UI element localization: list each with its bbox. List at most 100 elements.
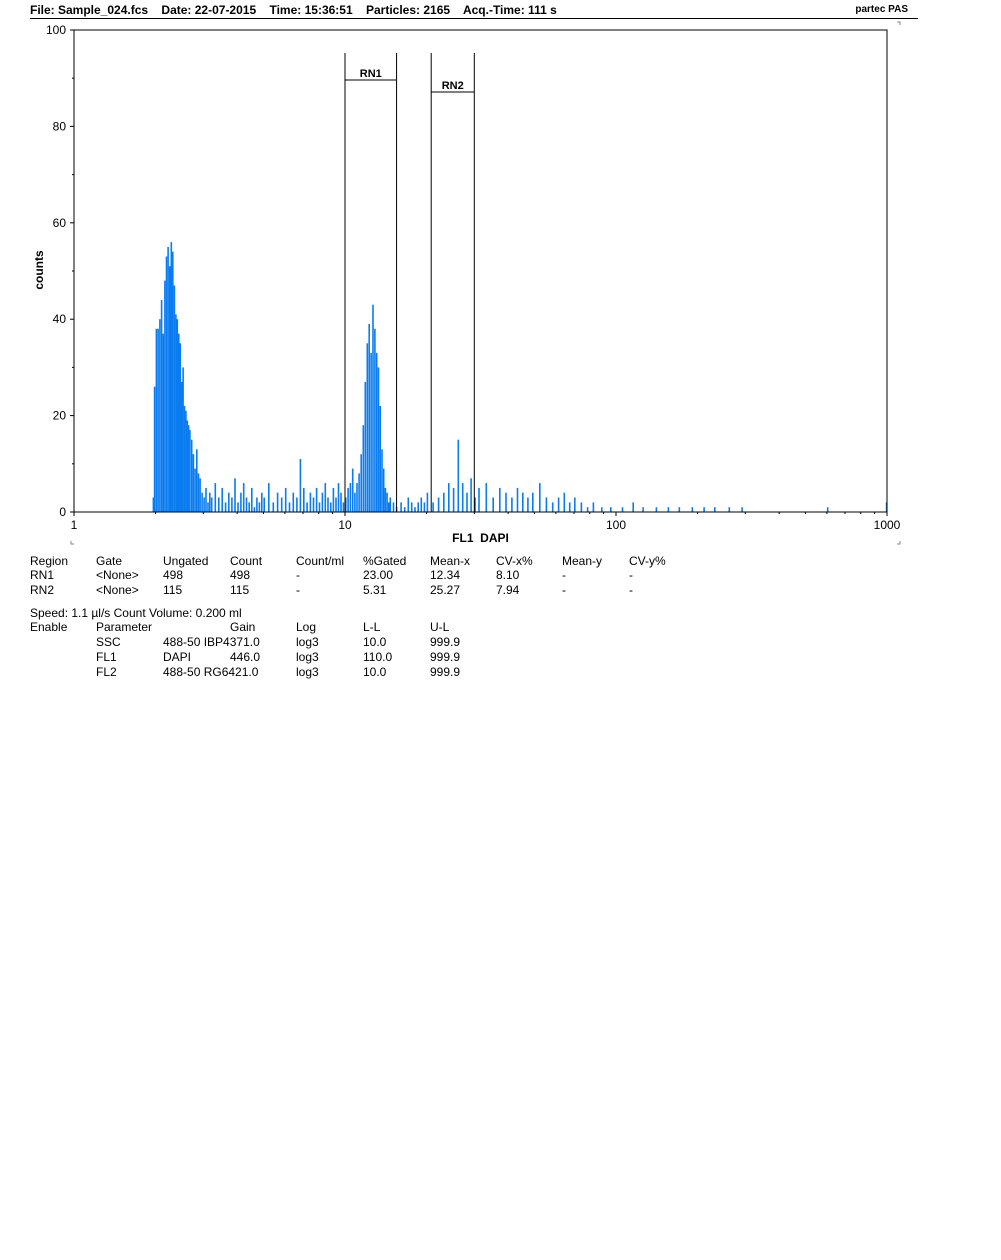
stats-header-cell: Gate — [96, 554, 123, 568]
histogram-bar — [356, 483, 358, 512]
param-header-cell: Gain — [230, 620, 256, 634]
histogram-bar — [228, 492, 230, 512]
histogram-bar — [197, 473, 200, 512]
histogram-bar — [210, 497, 213, 512]
histogram-bar — [280, 497, 283, 512]
histogram-bar — [382, 468, 385, 512]
histogram-bar — [196, 449, 198, 512]
histogram-bar — [368, 324, 370, 512]
param-cell: log3 — [296, 665, 319, 679]
histogram-bar — [461, 483, 464, 512]
stats-header-cell: Mean-x — [430, 554, 471, 568]
histogram-bar — [332, 487, 335, 512]
histogram-bar — [678, 507, 681, 512]
x-axis-label: FL1 DAPI — [452, 531, 509, 545]
stats-header-cell: CV-y% — [629, 554, 666, 568]
histogram-bar — [209, 492, 211, 512]
stats-cell: - — [562, 568, 566, 582]
stats-header-cell: %Gated — [363, 554, 407, 568]
histogram-bar — [610, 507, 612, 512]
histogram-bar — [155, 328, 158, 512]
histogram-bar — [389, 497, 392, 512]
histogram-bar — [157, 328, 159, 512]
histogram-bar — [420, 497, 423, 512]
histogram-bar — [522, 492, 524, 512]
histogram-bar — [347, 487, 349, 512]
histogram-bar — [655, 507, 658, 512]
histogram-bar — [527, 497, 529, 512]
histogram-bar — [152, 497, 155, 512]
histogram-bar — [162, 333, 164, 512]
histogram-bar — [410, 502, 413, 512]
histogram-bar — [511, 497, 513, 512]
stats-cell: RN1 — [30, 568, 55, 582]
acquisition-duration: Acq.-Time: 111 s — [462, 3, 557, 17]
histogram-bar — [185, 410, 187, 512]
histogram-bar — [374, 328, 376, 512]
param-cell: 999.9 — [430, 665, 461, 679]
stats-cell: <None> — [96, 568, 139, 582]
histogram-bar — [330, 502, 332, 512]
histogram-bar — [292, 492, 295, 512]
stats-cell: - — [629, 583, 633, 597]
y-tick-label: 100 — [46, 23, 66, 37]
histogram-bar — [203, 497, 205, 512]
histogram-bar — [387, 502, 390, 512]
histogram-bar — [214, 483, 217, 512]
file-name: File: Sample_024.fcs — [30, 3, 149, 17]
acquisition-date: Date: 22-07-2015 — [161, 3, 257, 17]
stats-cell: RN2 — [30, 583, 55, 597]
histogram-bar — [362, 425, 365, 512]
param-header-cell: Parameter — [96, 620, 153, 634]
histogram-bar — [187, 425, 190, 512]
histogram-bar — [309, 492, 312, 512]
histogram-bar — [364, 381, 367, 512]
histogram-bar — [218, 497, 220, 512]
histogram-bar — [667, 507, 670, 512]
histogram-bar — [164, 280, 166, 512]
corner-mark — [897, 21, 901, 25]
histogram-bar — [172, 251, 174, 512]
histogram-bar — [386, 492, 388, 512]
histogram-bar — [632, 502, 634, 512]
histogram-bar — [231, 497, 233, 512]
corner-mark — [897, 541, 901, 545]
stats-header-cell: Mean-y — [562, 554, 603, 568]
param-cell: SSC — [96, 635, 121, 649]
histogram-bar — [551, 502, 554, 512]
histogram-bar — [192, 454, 195, 512]
histogram-chart: 0 20 40 60 80 100 1 10 100 1000 FL1 DAPI counts RN1 R… — [32, 21, 901, 545]
histogram-bar — [426, 492, 429, 512]
histogram-bar — [466, 492, 468, 512]
histogram-bar — [186, 420, 189, 512]
histogram-bar — [351, 468, 354, 512]
histogram-bar — [432, 502, 434, 512]
histogram-bar — [261, 492, 263, 512]
histogram-bar — [189, 430, 191, 512]
histogram-bar — [240, 492, 242, 512]
histogram-bar — [176, 319, 179, 512]
histogram-bar — [474, 497, 476, 512]
y-tick-label: 20 — [53, 409, 67, 423]
histogram-bar — [251, 487, 253, 512]
file-info-header: File: Sample_024.fcs Date: 22-07-2015 Ti… — [30, 2, 918, 19]
histogram-bar — [224, 502, 227, 512]
param-cell: 999.9 — [430, 650, 461, 664]
histogram-bar — [272, 502, 275, 512]
stats-cell: 12.34 — [430, 568, 461, 582]
histogram-bar — [563, 492, 566, 512]
stats-header-cell: Region — [30, 554, 69, 568]
histogram-bar — [237, 502, 239, 512]
histogram-bar — [207, 502, 209, 512]
histogram-bar — [379, 406, 381, 512]
histogram-bar — [201, 492, 203, 512]
stats-header-cell: Count/ml — [296, 554, 345, 568]
histogram-bar — [234, 478, 236, 512]
histogram-bar — [194, 468, 196, 512]
histogram-bar — [190, 439, 193, 512]
stats-cell: - — [296, 583, 300, 597]
histogram-bar — [516, 487, 519, 512]
histogram-bar — [342, 502, 345, 512]
histogram-bar — [173, 285, 176, 512]
histogram-bar — [256, 497, 258, 512]
